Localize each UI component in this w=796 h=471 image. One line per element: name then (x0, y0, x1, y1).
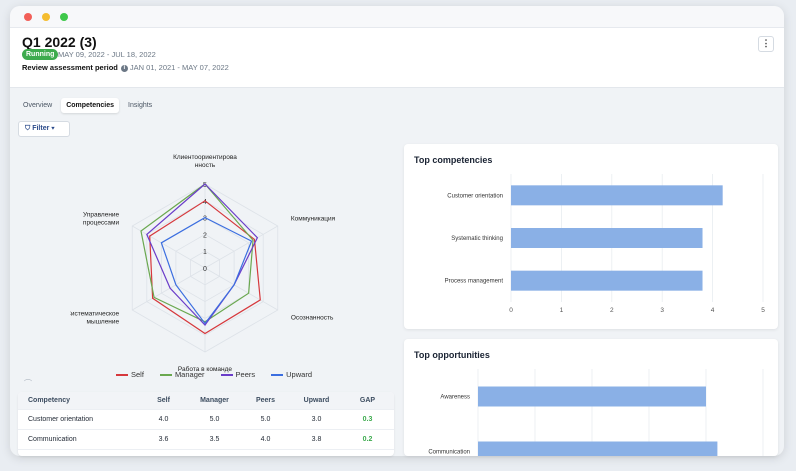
bar (511, 270, 703, 291)
cell-upward: 3.0 (311, 416, 322, 423)
competency-radar-chart: 0 1 2 3 4 5 Клиентоориентирова нность Коммуникац… (70, 154, 336, 373)
radar-spoke (132, 225, 206, 269)
table-row[interactable]: Communication 3.6 3.5 4.0 3.8 0.2 (18, 430, 394, 450)
card-title: Top competencies (414, 155, 493, 165)
cell-self: 4.0 (158, 416, 169, 423)
filter-icon: ⛉ (25, 125, 33, 132)
bar (511, 185, 723, 206)
radar-spoke (204, 267, 278, 311)
legend-swatch (271, 374, 284, 377)
legend-swatch (159, 374, 172, 377)
review-dates: MAY 09, 2022 - JUL 18, 2022 (58, 50, 156, 59)
radar-axis-label: Осознанность (291, 315, 334, 322)
card-title: Top opportunities (414, 350, 490, 360)
period-label: Review assessment period (22, 63, 118, 72)
legend-item-peers[interactable]: Peers (220, 370, 255, 379)
tab-overview[interactable]: Overview (23, 102, 53, 109)
x-tick-label: 5 (761, 307, 765, 314)
cell-manager: 3.5 (209, 436, 220, 443)
cell-manager: 5.0 (209, 416, 220, 423)
maximize-window-icon[interactable] (60, 13, 68, 21)
chevron-down-icon: ▾ (49, 125, 55, 132)
radar-axis-label: Работа в команде (178, 365, 233, 373)
radar-tick-label: 4 (203, 199, 207, 206)
col-competency[interactable]: Competency (28, 397, 71, 404)
page-title: Q1 2022 (3) (22, 34, 97, 50)
legend-swatch (220, 374, 233, 377)
cell-upward: 3.8 (311, 436, 322, 443)
radar-tick-label: 0 (203, 266, 207, 273)
x-tick-label: 4 (711, 307, 715, 314)
bar (478, 441, 718, 456)
review-header: Q1 2022 (3) Running MAY 09, 2022 - JUL 1… (10, 28, 784, 88)
col-peers[interactable]: Peers (255, 397, 276, 404)
legend-item-upward[interactable]: Upward (271, 370, 312, 379)
radar-axis-label: Клиентоориентирова нность (173, 154, 237, 169)
col-upward[interactable]: Upward (303, 397, 330, 404)
top-competencies-card: Top competencies 0 1 2 3 4 5 Customer orientat… (404, 144, 778, 329)
category-label: Awareness (440, 395, 470, 401)
tab-bar: Overview Competencies Insights (18, 98, 157, 113)
radar-spoke (204, 225, 278, 269)
legend-swatch (116, 374, 128, 377)
category-label: Communication (428, 450, 470, 456)
period-dates: JAN 01, 2021 - MAY 07, 2022 (129, 63, 229, 72)
legend-item-self[interactable]: Self (116, 370, 144, 379)
x-tick-label: 0 (509, 307, 513, 314)
bar (478, 386, 706, 407)
radar-axis-label: Управление процессами (83, 211, 120, 226)
cell-competency: Customer orientation (28, 416, 93, 423)
bar (511, 228, 703, 248)
radar-axis-label: Систематическое мышление (70, 311, 120, 326)
cell-self: 3.6 (158, 436, 169, 443)
col-gap[interactable]: GAP (359, 397, 376, 404)
category-label: Customer orientation (447, 193, 503, 199)
table-header-row: Competency Self Manager Peers Upward GAP (18, 392, 394, 410)
radar-tick-label: 1 (203, 249, 207, 256)
radar-tick-label: 3 (203, 216, 207, 223)
cell-gap: 0.2 (362, 436, 373, 443)
radar-series-self (149, 200, 261, 335)
category-label: Process management (445, 279, 504, 285)
radar-series-manager (140, 183, 254, 323)
assessment-period: Review assessment period i JAN 01, 2021 - … (22, 63, 229, 72)
minimize-window-icon[interactable] (42, 13, 50, 21)
radar-tick-label: 5 (203, 182, 207, 189)
cell-gap: 0.3 (362, 416, 373, 423)
radar-spoke (132, 267, 206, 311)
collapse-handle-icon[interactable]: ⌒ (24, 379, 32, 388)
x-tick-label: 1 (560, 307, 564, 314)
title-bar (10, 6, 784, 28)
radar-series-upward (160, 216, 253, 325)
cell-peers: 4.0 (260, 436, 271, 443)
x-tick-label: 2 (610, 307, 614, 314)
close-window-icon[interactable] (24, 13, 32, 21)
col-manager[interactable]: Manager (200, 397, 229, 404)
radar-series-peers (146, 183, 259, 327)
top-opportunities-card: Top opportunities Awareness Communication (404, 339, 778, 456)
filter-label: Filter (32, 125, 50, 132)
status-badge: Running (22, 49, 59, 60)
radar-axis-label: Коммуникация (291, 215, 336, 222)
category-label: Systematic thinking (451, 236, 503, 242)
legend-item-manager[interactable]: Manager (159, 370, 205, 379)
tab-competencies[interactable]: Competencies (61, 98, 120, 113)
competency-table: Competency Self Manager Peers Upward GAP… (18, 392, 394, 456)
cell-competency: Communication (28, 436, 77, 443)
more-menu-button[interactable]: ⋮ (758, 36, 774, 52)
filter-button[interactable]: ⛉ Filter ▾ (18, 121, 70, 137)
col-self[interactable]: Self (157, 397, 170, 404)
tab-insights[interactable]: Insights (128, 102, 153, 109)
top-opportunities-chart: Awareness Communication (428, 369, 764, 456)
top-competencies-chart: 0 1 2 3 4 5 Customer orientation Systematic thi… (445, 174, 765, 314)
table-row[interactable]: Customer orientation 4.0 5.0 5.0 3.0 0.3 (18, 410, 394, 430)
cell-peers: 5.0 (260, 416, 271, 423)
info-icon[interactable]: i (120, 64, 128, 72)
radar-legend: Self Manager Peers Upward (116, 370, 312, 379)
x-tick-label: 3 (660, 307, 664, 314)
radar-tick-label: 2 (203, 232, 207, 239)
